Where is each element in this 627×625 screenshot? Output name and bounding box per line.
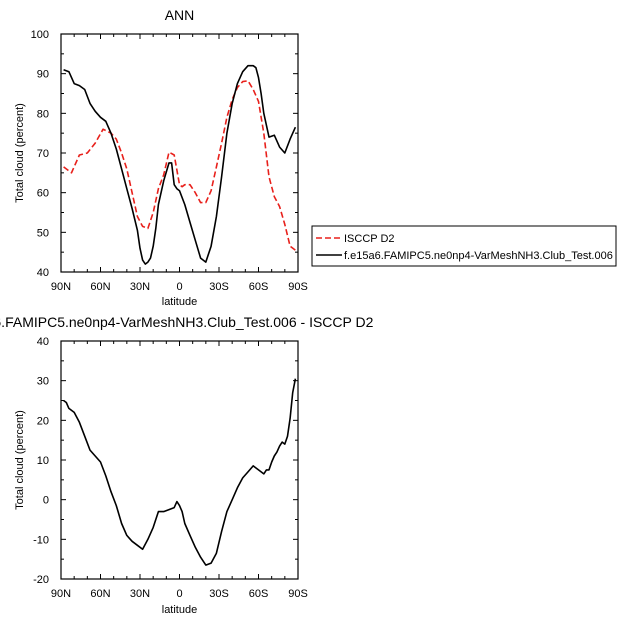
x-tick-label: 30S <box>209 588 229 600</box>
y-tick-label: -10 <box>33 534 49 546</box>
x-tick-label: 60N <box>90 281 110 293</box>
x-tick-label: 30S <box>209 281 229 293</box>
x-tick-label: 90S <box>288 588 308 600</box>
x-axis-label: latitude <box>162 296 197 308</box>
y-tick-label: 100 <box>31 29 49 41</box>
plot-frame <box>60 340 299 580</box>
x-tick-label: 90N <box>51 588 71 600</box>
x-tick-label: 60S <box>249 588 269 600</box>
x-tick-label: 60S <box>249 281 269 293</box>
series-line-1 <box>63 64 297 265</box>
y-tick-label: 30 <box>37 376 49 388</box>
chart-legend: ISCCP D2 f.e15a6.FAMIPC5.ne0np4-VarMeshNH… <box>311 225 617 267</box>
y-tick-label: 90 <box>37 69 49 81</box>
legend-label-0: ISCCP D2 <box>344 233 395 245</box>
chart-title: a6.FAMIPC5.ne0np4-VarMeshNH3.Club_Test.0… <box>0 314 374 330</box>
x-tick-label: 30N <box>130 281 150 293</box>
series-line-0 <box>63 378 297 566</box>
chart-title: ANN <box>165 7 195 23</box>
legend-box <box>311 225 617 267</box>
y-axis-label: Total cloud (percent) <box>14 103 26 203</box>
x-tick-label: 90S <box>288 281 308 293</box>
x-tick-label: 0 <box>176 588 182 600</box>
chart-difference-total-cloud: a6.FAMIPC5.ne0np4-VarMeshNH3.Club_Test.0… <box>0 314 374 616</box>
x-tick-label: 90N <box>51 281 71 293</box>
y-axis-label: Total cloud (percent) <box>14 410 26 510</box>
plot-frame <box>60 33 299 273</box>
y-tick-label: 10 <box>37 455 49 467</box>
series-line-0 <box>63 80 296 251</box>
y-tick-label: 50 <box>37 227 49 239</box>
y-tick-label: -20 <box>33 574 49 586</box>
y-tick-label: 40 <box>37 336 49 348</box>
x-axis-label: latitude <box>162 604 197 616</box>
x-tick-label: 30N <box>130 588 150 600</box>
y-tick-label: 0 <box>43 495 49 507</box>
x-tick-label: 0 <box>176 281 182 293</box>
legend-label-1: f.e15a6.FAMIPC5.ne0np4-VarMeshNH3.Club_T… <box>344 250 613 262</box>
chart-annual-total-cloud: ANN 90N 60N 30N 0 30S 60S 90S 40 50 60 70 80 90 100 lat… <box>14 7 308 308</box>
y-tick-label: 20 <box>37 415 49 427</box>
x-tick-label: 60N <box>90 588 110 600</box>
y-tick-label: 60 <box>37 188 49 200</box>
y-tick-label: 80 <box>37 108 49 120</box>
y-tick-label: 70 <box>37 148 49 160</box>
y-tick-label: 40 <box>37 267 49 279</box>
